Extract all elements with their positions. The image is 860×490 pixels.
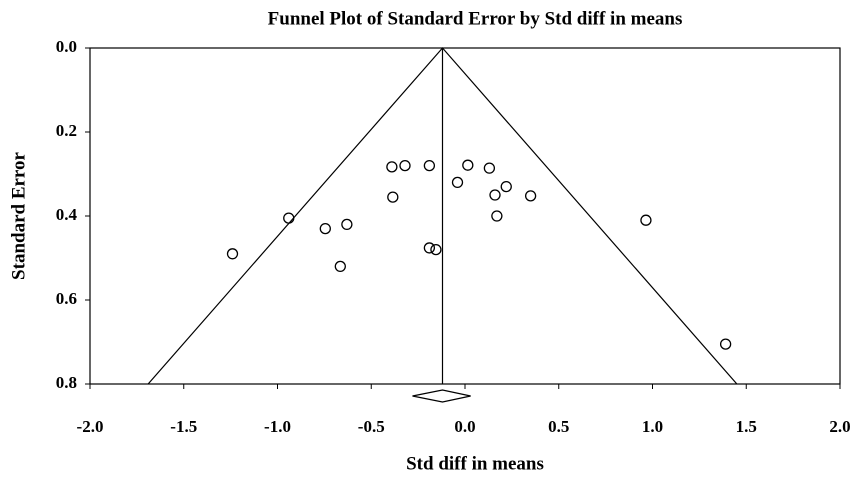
y-tick-label: 0.0 xyxy=(56,37,77,56)
x-tick-label: 1.0 xyxy=(642,417,663,436)
x-axis-label: Std diff in means xyxy=(406,453,544,474)
point xyxy=(387,191,399,203)
x-tick-label: 2.0 xyxy=(829,417,850,436)
point xyxy=(341,218,353,231)
y-axis-label: Standard Error xyxy=(8,151,29,279)
chart-title: Funnel Plot of Standard Error by Std dif… xyxy=(268,8,683,29)
x-tick-label: 0.5 xyxy=(548,417,569,436)
point xyxy=(483,162,496,174)
point xyxy=(524,190,537,202)
point xyxy=(462,159,474,171)
x-tick-label: -2.0 xyxy=(77,417,104,436)
point xyxy=(399,159,411,172)
plot-frame xyxy=(89,47,841,385)
point xyxy=(719,338,732,350)
point xyxy=(500,180,512,193)
y-tick-label: 0.4 xyxy=(56,205,78,224)
x-tick-label: 0.0 xyxy=(454,417,475,436)
x-tick-label: -1.0 xyxy=(264,417,291,436)
point xyxy=(423,242,436,254)
point xyxy=(334,260,346,273)
point xyxy=(283,212,295,224)
point xyxy=(451,176,464,189)
point xyxy=(430,243,442,256)
point xyxy=(640,214,652,226)
point xyxy=(489,189,501,201)
point xyxy=(226,248,239,260)
x-tick-label: -0.5 xyxy=(358,417,385,436)
point xyxy=(491,210,503,222)
y-tick-label: 0.2 xyxy=(56,121,77,140)
point xyxy=(386,161,398,173)
y-tick-label: 0.8 xyxy=(56,373,77,392)
summary-diamond xyxy=(412,389,471,403)
point xyxy=(319,222,331,235)
y-tick-label: 0.6 xyxy=(56,289,77,308)
x-tick-label: 1.5 xyxy=(736,417,757,436)
point xyxy=(423,159,436,172)
x-tick-label: -1.5 xyxy=(170,417,197,436)
